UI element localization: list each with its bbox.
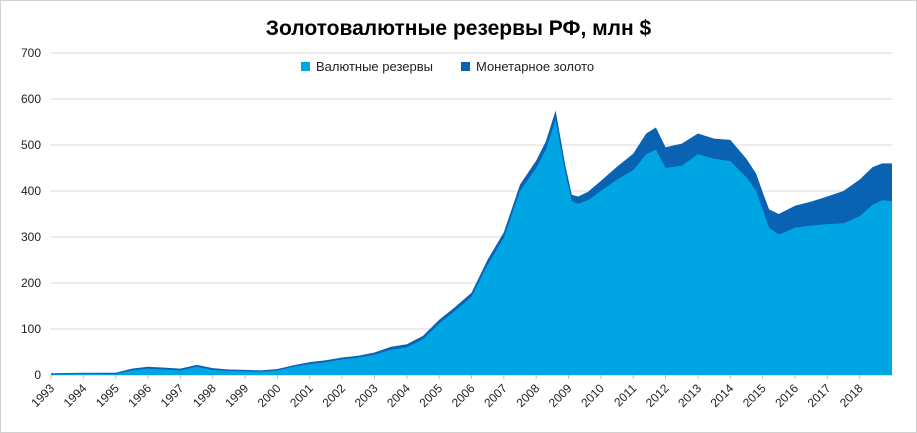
series-areas [51, 110, 892, 375]
x-tick-label-2004: 2004 [384, 381, 413, 410]
x-tick-label-2002: 2002 [319, 381, 348, 410]
legend-label-gold: Монетарное золото [475, 59, 595, 74]
area-currency [51, 119, 892, 375]
y-tick-label-700: 700 [21, 46, 41, 60]
x-tick-label-2000: 2000 [255, 381, 284, 410]
x-axis-ticks: 1993 1994 1995 1996 1997 1998 1999 2000 2001 2002… [28, 375, 866, 410]
legend-swatch-gold [460, 62, 470, 71]
y-tick-label-200: 200 [21, 276, 41, 290]
x-tick-label-1998: 1998 [190, 381, 219, 410]
chart-title: Золотовалютные резервы РФ, млн $ [265, 17, 652, 40]
x-tick-label-2008: 2008 [514, 381, 543, 410]
x-tick-label-2005: 2005 [416, 381, 445, 410]
x-tick-label-1999: 1999 [222, 381, 251, 410]
legend-label-currency: Валютные резервы [316, 59, 433, 74]
x-tick-label-2003: 2003 [352, 381, 381, 410]
x-tick-label-2006: 2006 [449, 381, 478, 410]
y-tick-label-300: 300 [21, 230, 41, 244]
x-tick-label-2017: 2017 [805, 381, 834, 410]
x-tick-label-2018: 2018 [837, 381, 866, 410]
x-tick-label-2016: 2016 [772, 381, 801, 410]
x-tick-label-1995: 1995 [93, 381, 122, 410]
legend: Валютные резервы Монетарное золото [301, 59, 622, 74]
x-tick-label-2013: 2013 [675, 381, 704, 410]
y-tick-label-500: 500 [21, 138, 41, 152]
x-tick-label-1996: 1996 [125, 381, 154, 410]
x-tick-label-1997: 1997 [158, 381, 187, 410]
x-tick-label-1993: 1993 [28, 381, 57, 410]
legend-entry-gold: Монетарное золото [460, 59, 595, 74]
x-tick-label-2007: 2007 [481, 381, 510, 410]
x-tick-label-2014: 2014 [708, 381, 737, 410]
y-tick-label-100: 100 [21, 322, 41, 336]
x-tick-label-1994: 1994 [61, 381, 90, 410]
x-tick-label-2011: 2011 [611, 381, 639, 409]
y-tick-label-600: 600 [21, 92, 41, 106]
x-tick-label-2009: 2009 [546, 381, 575, 410]
y-tick-label-400: 400 [21, 184, 41, 198]
y-axis-ticks: 0 100 200 300 400 500 600 700 [21, 46, 41, 382]
x-tick-label-2010: 2010 [578, 381, 607, 410]
x-tick-label-2015: 2015 [740, 381, 769, 410]
x-tick-label-2001: 2001 [287, 381, 316, 410]
legend-swatch-currency [301, 62, 310, 71]
legend-entry-currency: Валютные резервы [301, 59, 433, 74]
x-tick-label-2012: 2012 [643, 381, 672, 410]
y-tick-label-0: 0 [34, 368, 41, 382]
